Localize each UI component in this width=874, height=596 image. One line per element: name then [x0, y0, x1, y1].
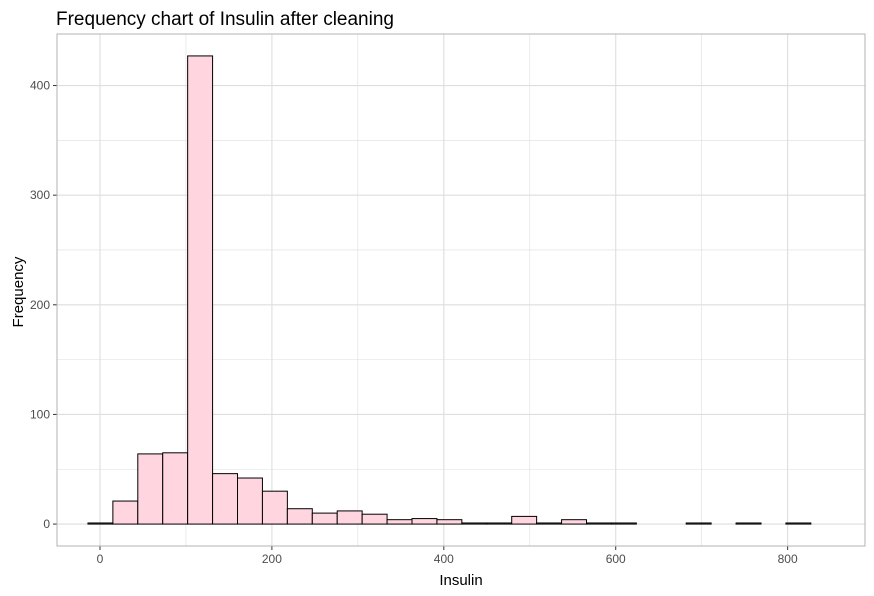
histogram-bar — [511, 515, 538, 525]
histogram-bar — [486, 522, 513, 525]
histogram-bar — [436, 519, 463, 525]
histogram-bar — [212, 473, 239, 525]
axis-ticks: 0 200 400 600 800 0 100 200 300 400 — [30, 79, 798, 566]
x-tick-label: 800 — [778, 552, 798, 566]
histogram-bar — [336, 510, 363, 525]
histogram-bar — [112, 500, 139, 525]
histogram-bar — [237, 477, 263, 525]
histogram-bar — [785, 522, 812, 525]
histogram-bar — [137, 453, 164, 525]
histogram-bar — [536, 522, 563, 525]
y-tick-label: 0 — [43, 517, 50, 531]
histogram-bar — [610, 522, 637, 525]
y-axis-title: Frequency — [10, 256, 27, 327]
histogram-bar — [461, 522, 488, 525]
histogram-bar — [87, 522, 114, 525]
histogram-bar — [311, 512, 338, 525]
histogram-bar — [411, 518, 438, 525]
x-tick-label: 400 — [434, 552, 454, 566]
histogram-bar — [187, 55, 214, 525]
y-tick-label: 200 — [30, 298, 50, 312]
chart-title: Frequency chart of Insulin after cleanin… — [56, 9, 394, 30]
x-tick-label: 0 — [97, 552, 104, 566]
histogram-bar — [361, 513, 388, 525]
histogram-bar — [286, 508, 313, 525]
histogram-bar — [585, 522, 612, 525]
y-tick-label: 100 — [30, 407, 50, 421]
histogram-bar — [386, 519, 413, 525]
x-tick-label: 200 — [262, 552, 282, 566]
x-tick-label: 600 — [606, 552, 626, 566]
y-tick-label: 400 — [30, 79, 50, 93]
histogram-bars — [87, 55, 812, 525]
histogram-bar — [561, 519, 587, 525]
y-tick-label: 300 — [30, 188, 50, 202]
histogram-bar — [735, 522, 762, 525]
histogram-bar — [685, 522, 712, 525]
histogram-bar — [162, 452, 189, 525]
panel-border — [56, 33, 866, 547]
histogram-bar — [261, 490, 288, 525]
x-axis-title: Insulin — [439, 572, 482, 589]
